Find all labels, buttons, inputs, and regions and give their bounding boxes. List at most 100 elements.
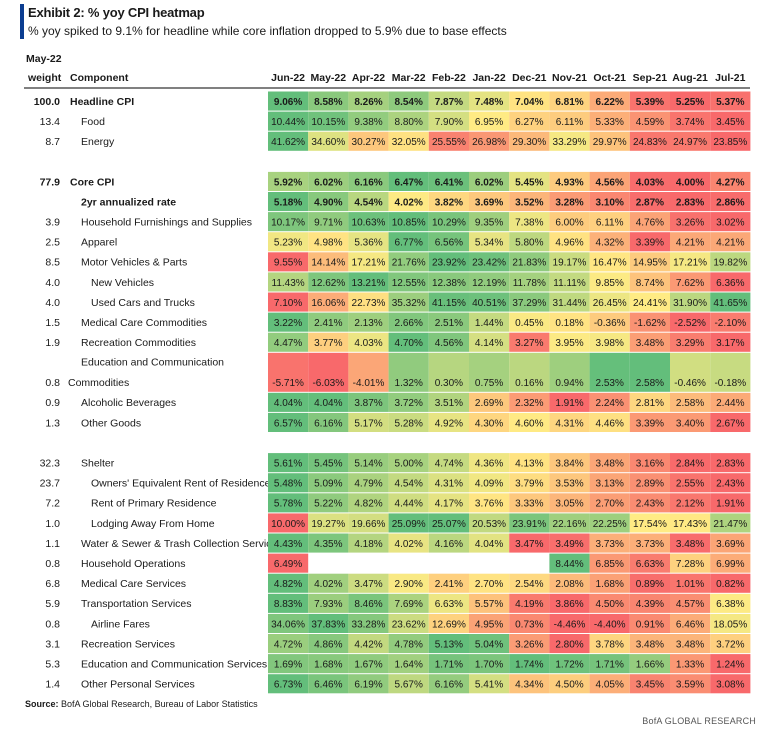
cell-value: 6.22% [596, 97, 624, 108]
heatmap-cell [710, 634, 751, 654]
cell-value: 3.73% [596, 539, 624, 550]
cell-value: 4.96% [555, 238, 583, 249]
heatmap-cell [388, 272, 429, 292]
cell-value: 1.67% [354, 659, 382, 670]
cell-value: 37.29% [512, 298, 546, 309]
heatmap-cell [670, 674, 711, 694]
heatmap-cell [428, 171, 469, 191]
heatmap-cell [348, 593, 389, 613]
cell-value: 4.04% [475, 539, 503, 550]
cell-value: -5.71% [272, 378, 304, 389]
heatmap-cell [308, 392, 349, 412]
cell-value: 1.72% [555, 659, 583, 670]
row-weight: 3.9 [45, 216, 60, 228]
heatmap-cell [469, 473, 510, 493]
heatmap-cell [710, 493, 751, 513]
row-weight: 8.7 [45, 136, 60, 148]
heatmap-cell [388, 613, 429, 633]
heatmap-cell [348, 392, 389, 412]
cell-value: 11.43% [272, 278, 305, 289]
heatmap-cell [388, 212, 429, 232]
cell-value: 4.31% [555, 418, 583, 429]
cell-value: 3.26% [676, 217, 704, 228]
row-label: Core CPI [70, 176, 114, 188]
cell-value: 0.82% [716, 579, 744, 590]
heatmap-cell [629, 332, 670, 352]
heatmap-cell [469, 573, 510, 593]
heatmap-cell [348, 412, 389, 432]
heatmap-cell [268, 573, 309, 593]
cell-value: 7.93% [314, 599, 342, 610]
heatmap-cell [388, 252, 429, 272]
row-weight: 4.0 [45, 277, 60, 289]
cell-value: 2.44% [716, 398, 744, 409]
row-label: Medical Care Commodities [81, 317, 207, 329]
cell-value: 2.70% [596, 499, 624, 510]
cell-value: 10.00% [271, 519, 305, 530]
cell-value: 1.24% [716, 659, 744, 670]
heatmap-cell [509, 212, 550, 232]
heatmap-cell [388, 232, 429, 252]
heatmap-cell [549, 272, 590, 292]
cell-value: 3.45% [636, 680, 664, 691]
heatmap-cell [549, 513, 590, 533]
heatmap-cell [509, 352, 550, 392]
heatmap-cell [509, 292, 550, 312]
heatmap-cell [308, 171, 349, 191]
cell-value: 33.29% [553, 137, 587, 148]
cell-value: 32.05% [392, 137, 426, 148]
cell-value: 9.06% [274, 97, 302, 108]
heatmap-cell [629, 613, 670, 633]
row-label: Food [81, 116, 105, 128]
cell-value: 6.38% [716, 599, 744, 610]
cell-value: 6.46% [676, 619, 704, 630]
cell-value: 17.43% [673, 519, 707, 530]
month-header: Aug-21 [672, 72, 708, 84]
cell-value: 5.17% [354, 418, 382, 429]
heatmap-cell [710, 654, 751, 674]
heatmap-cell [549, 412, 590, 432]
heatmap-cell [710, 593, 751, 613]
cell-value: 3.72% [395, 398, 423, 409]
heatmap-cell [710, 252, 751, 272]
heatmap-cell [509, 272, 550, 292]
row-weight: 0.8 [45, 377, 60, 389]
cell-value: 7.69% [395, 599, 423, 610]
cell-value: 6.99% [716, 559, 744, 570]
cell-value: 4.56% [596, 177, 624, 188]
cell-value: 3.69% [716, 539, 744, 550]
cell-value: 2.86% [716, 197, 744, 208]
cell-value: 22.25% [593, 519, 627, 530]
month-header: Mar-22 [392, 72, 426, 84]
month-header: Jul-21 [715, 72, 746, 84]
cell-value: 25.07% [432, 519, 466, 530]
heatmap-cell [509, 392, 550, 412]
heatmap-cell [549, 352, 590, 392]
month-header: Sep-21 [633, 72, 668, 84]
heatmap-cell [428, 272, 469, 292]
cell-value: 3.10% [596, 197, 624, 208]
cell-value: 4.79% [354, 479, 382, 490]
cell-value: 4.00% [676, 177, 704, 188]
cell-value: 5.61% [274, 458, 302, 469]
heatmap-cell [308, 513, 349, 533]
cell-value: 25.55% [432, 137, 466, 148]
cell-value: 3.69% [475, 197, 503, 208]
row-weight: 6.8 [45, 578, 60, 590]
cell-value: 2.83% [676, 197, 704, 208]
row-weight: 100.0 [34, 96, 60, 108]
heatmap-cell [629, 131, 670, 151]
heatmap-cell [428, 352, 469, 392]
heatmap-cell [469, 533, 510, 553]
cell-value: 4.50% [596, 599, 624, 610]
heatmap-cell [469, 513, 510, 533]
cell-value: 1.71% [435, 659, 463, 670]
cell-value: 4.34% [515, 680, 543, 691]
cell-value: 3.40% [676, 418, 704, 429]
cell-value: 4.02% [395, 197, 423, 208]
cell-value: 20.53% [472, 519, 506, 530]
cell-value: 1.68% [314, 659, 342, 670]
source-text: BofA Global Research, Bureau of Labor St… [61, 699, 258, 709]
row-weight: 1.0 [45, 518, 60, 530]
heatmap-cell [268, 513, 309, 533]
